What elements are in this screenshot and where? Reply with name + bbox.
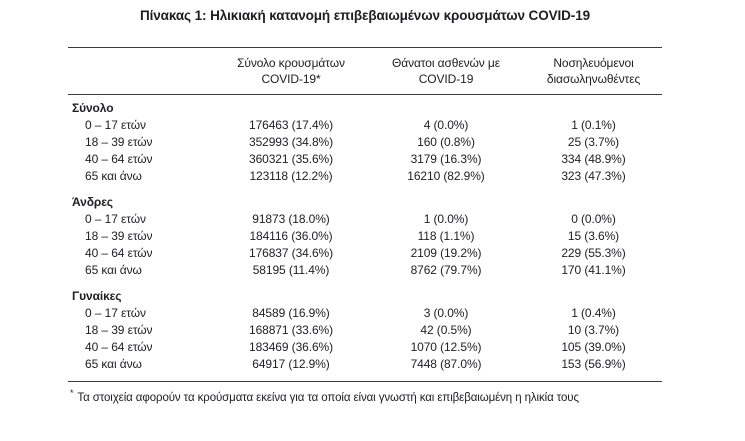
footnote-asterisk: *	[70, 388, 74, 398]
table-row: 65 και άνω 123118 (12.2%) 16210 (82.9%) 323…	[68, 168, 662, 185]
value-cell: 42 (0.5%)	[420, 323, 472, 337]
value-cell: 176463 (17.4%)	[249, 118, 333, 132]
age-group-label: 18 – 39 ετών	[85, 229, 153, 243]
covid-age-distribution-table: Σύνολο κρουσμάτων COVID-19* Θάνατοι ασθε…	[68, 47, 662, 382]
section-label: Γυναίκες	[72, 289, 122, 303]
table-title: Πίνακας 1: Ηλικιακή κατανομή επιβεβαιωμέ…	[139, 8, 591, 23]
age-group-label: 40 – 64 ετών	[85, 340, 153, 354]
value-cell: 360321 (35.6%)	[249, 152, 333, 166]
section-header-row: Γυναίκες	[68, 279, 662, 305]
table-header: Σύνολο κρουσμάτων COVID-19* Θάνατοι ασθε…	[68, 47, 662, 95]
age-group-label: 18 – 39 ετών	[85, 323, 153, 337]
header-deaths: Θάνατοι ασθενών με COVID-19	[367, 47, 525, 95]
value-cell: 16210 (82.9%)	[407, 169, 485, 183]
table-row: 40 – 64 ετών 360321 (35.6%) 3179 (16.3%) 33…	[68, 151, 662, 168]
age-group-label: 65 και άνω	[85, 263, 142, 277]
value-cell: 25 (3.7%)	[567, 135, 620, 149]
table-row: 18 – 39 ετών 352993 (34.8%) 160 (0.8%) 25 (…	[68, 134, 662, 151]
value-cell: 91873 (18.0%)	[252, 212, 330, 226]
table-row: 0 – 17 ετών 176463 (17.4%) 4 (0.0%) 1 (0.1%…	[68, 117, 662, 134]
section-label: Σύνολο	[72, 101, 114, 115]
value-cell: 183469 (36.6%)	[249, 340, 333, 354]
value-cell: 1 (0.0%)	[423, 212, 469, 226]
value-cell: 58195 (11.4%)	[252, 263, 330, 277]
value-cell: 84589 (16.9%)	[252, 306, 330, 320]
header-total-cases-line1: Σύνολο κρουσμάτων	[237, 56, 345, 70]
age-group-label: 18 – 39 ετών	[85, 135, 153, 149]
value-cell: 2109 (19.2%)	[410, 246, 482, 260]
header-total-cases: Σύνολο κρουσμάτων COVID-19*	[215, 47, 367, 95]
value-cell: 1 (0.1%)	[571, 118, 616, 132]
table-row: 18 – 39 ετών 184116 (36.0%) 118 (1.1%) 15 (…	[68, 228, 662, 245]
table-body: Σύνολο 0 – 17 ετών 176463 (17.4%) 4 (0.0%) 1…	[68, 95, 662, 382]
header-row: Σύνολο κρουσμάτων COVID-19* Θάνατοι ασθε…	[68, 47, 662, 95]
age-group-label: 0 – 17 ετών	[85, 118, 146, 132]
value-cell: 64917 (12.9%)	[252, 357, 330, 371]
value-cell: 118 (1.1%)	[417, 229, 475, 243]
value-cell: 10 (3.7%)	[567, 323, 620, 337]
value-cell: 334 (48.9%)	[561, 152, 626, 166]
value-cell: 352993 (34.8%)	[249, 135, 333, 149]
age-group-label: 0 – 17 ετών	[85, 306, 146, 320]
table-row: 65 και άνω 64917 (12.9%) 7448 (87.0%) 153 (…	[68, 356, 662, 382]
value-cell: 15 (3.6%)	[567, 229, 620, 243]
table-row: 40 – 64 ετών 183469 (36.6%) 1070 (12.5%) 10…	[68, 339, 662, 356]
header-deaths-line2: COVID-19	[418, 72, 474, 86]
table-row: 0 – 17 ετών 91873 (18.0%) 1 (0.0%) 0 (0.0%)	[68, 211, 662, 228]
header-intubated-line1: Νοσηλευόμενοι	[553, 56, 634, 70]
table-row: 18 – 39 ετών 168871 (33.6%) 42 (0.5%) 10 (3…	[68, 322, 662, 339]
value-cell: 0 (0.0%)	[571, 212, 616, 226]
section-header-row: Άνδρες	[68, 185, 662, 211]
age-group-label: 40 – 64 ετών	[85, 246, 153, 260]
header-total-cases-line2: COVID-19*	[261, 72, 321, 86]
value-cell: 3 (0.0%)	[423, 306, 469, 320]
footnote-text: Τα στοιχεία αφορούν τα κρούσματα εκείνα …	[77, 391, 579, 404]
footnote: * Τα στοιχεία αφορούν τα κρούσματα εκείνα…	[70, 388, 670, 404]
header-empty-cell	[68, 47, 215, 95]
value-cell: 168871 (33.6%)	[249, 323, 333, 337]
value-cell: 184116 (36.0%)	[249, 229, 333, 243]
table-row: 65 και άνω 58195 (11.4%) 8762 (79.7%) 170 (…	[68, 262, 662, 279]
value-cell: 123118 (12.2%)	[249, 169, 333, 183]
value-cell: 1 (0.4%)	[571, 306, 616, 320]
age-group-label: 65 και άνω	[85, 169, 142, 183]
header-intubated: Νοσηλευόμενοι διασωληνωθέντες	[525, 47, 662, 95]
value-cell: 4 (0.0%)	[423, 118, 469, 132]
value-cell: 105 (39.0%)	[561, 340, 626, 354]
value-cell: 229 (55.3%)	[561, 246, 626, 260]
value-cell: 160 (0.8%)	[417, 135, 475, 149]
value-cell: 170 (41.1%)	[561, 263, 626, 277]
table-row: 40 – 64 ετών 176837 (34.6%) 2109 (19.2%) 22…	[68, 245, 662, 262]
value-cell: 153 (56.9%)	[561, 357, 626, 371]
value-cell: 8762 (79.7%)	[410, 263, 482, 277]
header-deaths-line1: Θάνατοι ασθενών με	[392, 56, 500, 70]
value-cell: 323 (47.3%)	[561, 169, 626, 183]
section-label: Άνδρες	[72, 195, 113, 209]
value-cell: 7448 (87.0%)	[410, 357, 482, 371]
value-cell: 1070 (12.5%)	[410, 340, 482, 354]
age-group-label: 40 – 64 ετών	[85, 152, 153, 166]
header-intubated-line2: διασωληνωθέντες	[546, 72, 641, 86]
value-cell: 3179 (16.3%)	[410, 152, 482, 166]
value-cell: 176837 (34.6%)	[249, 246, 333, 260]
age-group-label: 0 – 17 ετών	[85, 212, 146, 226]
table-row: 0 – 17 ετών 84589 (16.9%) 3 (0.0%) 1 (0.4%)	[68, 305, 662, 322]
age-group-label: 65 και άνω	[85, 357, 142, 371]
section-header-row: Σύνολο	[68, 95, 662, 118]
